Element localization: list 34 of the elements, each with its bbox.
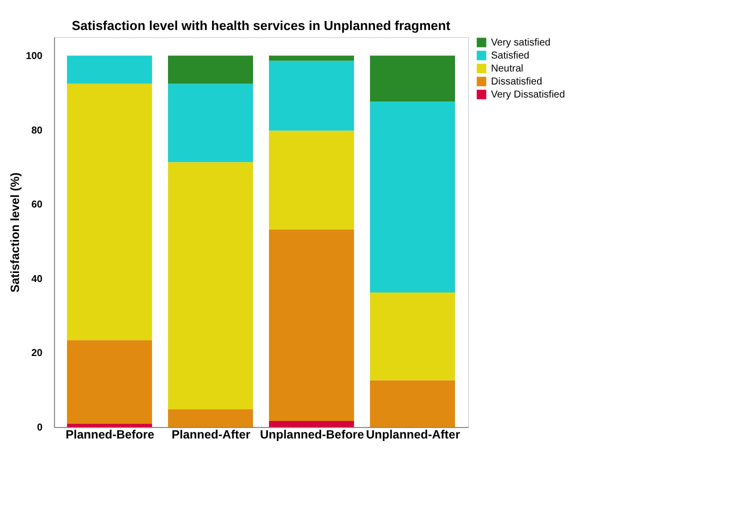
y-tick-label: 0 [36,422,43,434]
chart-title: Satisfaction level with health services in Unplanned fragment [72,18,451,33]
bar [370,56,455,102]
x-tick-label: Planned-After [172,428,251,442]
bar [67,424,152,427]
legend-label: Very satisfied [491,38,550,48]
legend-label: Very Dissatisfied [491,90,565,100]
bar [269,130,354,230]
y-tick-label: 80 [31,125,43,136]
bar [370,380,455,427]
y-tick-label: 60 [31,200,43,211]
bar [269,60,354,131]
legend-label: Neutral [491,64,524,74]
y-tick-label: 20 [31,348,43,360]
bar [168,84,253,162]
bar [67,56,152,84]
x-tick-label: Unplanned-After [366,428,460,442]
legend-label: Dissatisfied [491,76,542,88]
bar [168,409,253,427]
bar [269,229,354,422]
legend-label: Satisfied [491,50,530,62]
bar [67,84,152,340]
y-axis-title: Satisfaction level (%) [8,172,22,293]
y-tick-label: 40 [31,274,43,285]
bar [370,292,455,380]
x-tick-label: Planned-Before [66,428,155,442]
bar [269,56,354,61]
y-tick-label: 100 [26,51,43,62]
bar [370,102,455,293]
bar [168,56,253,84]
bar [67,340,152,424]
bar [269,421,354,427]
bar [168,162,253,410]
x-tick-label: Unplanned-Before [260,428,364,442]
